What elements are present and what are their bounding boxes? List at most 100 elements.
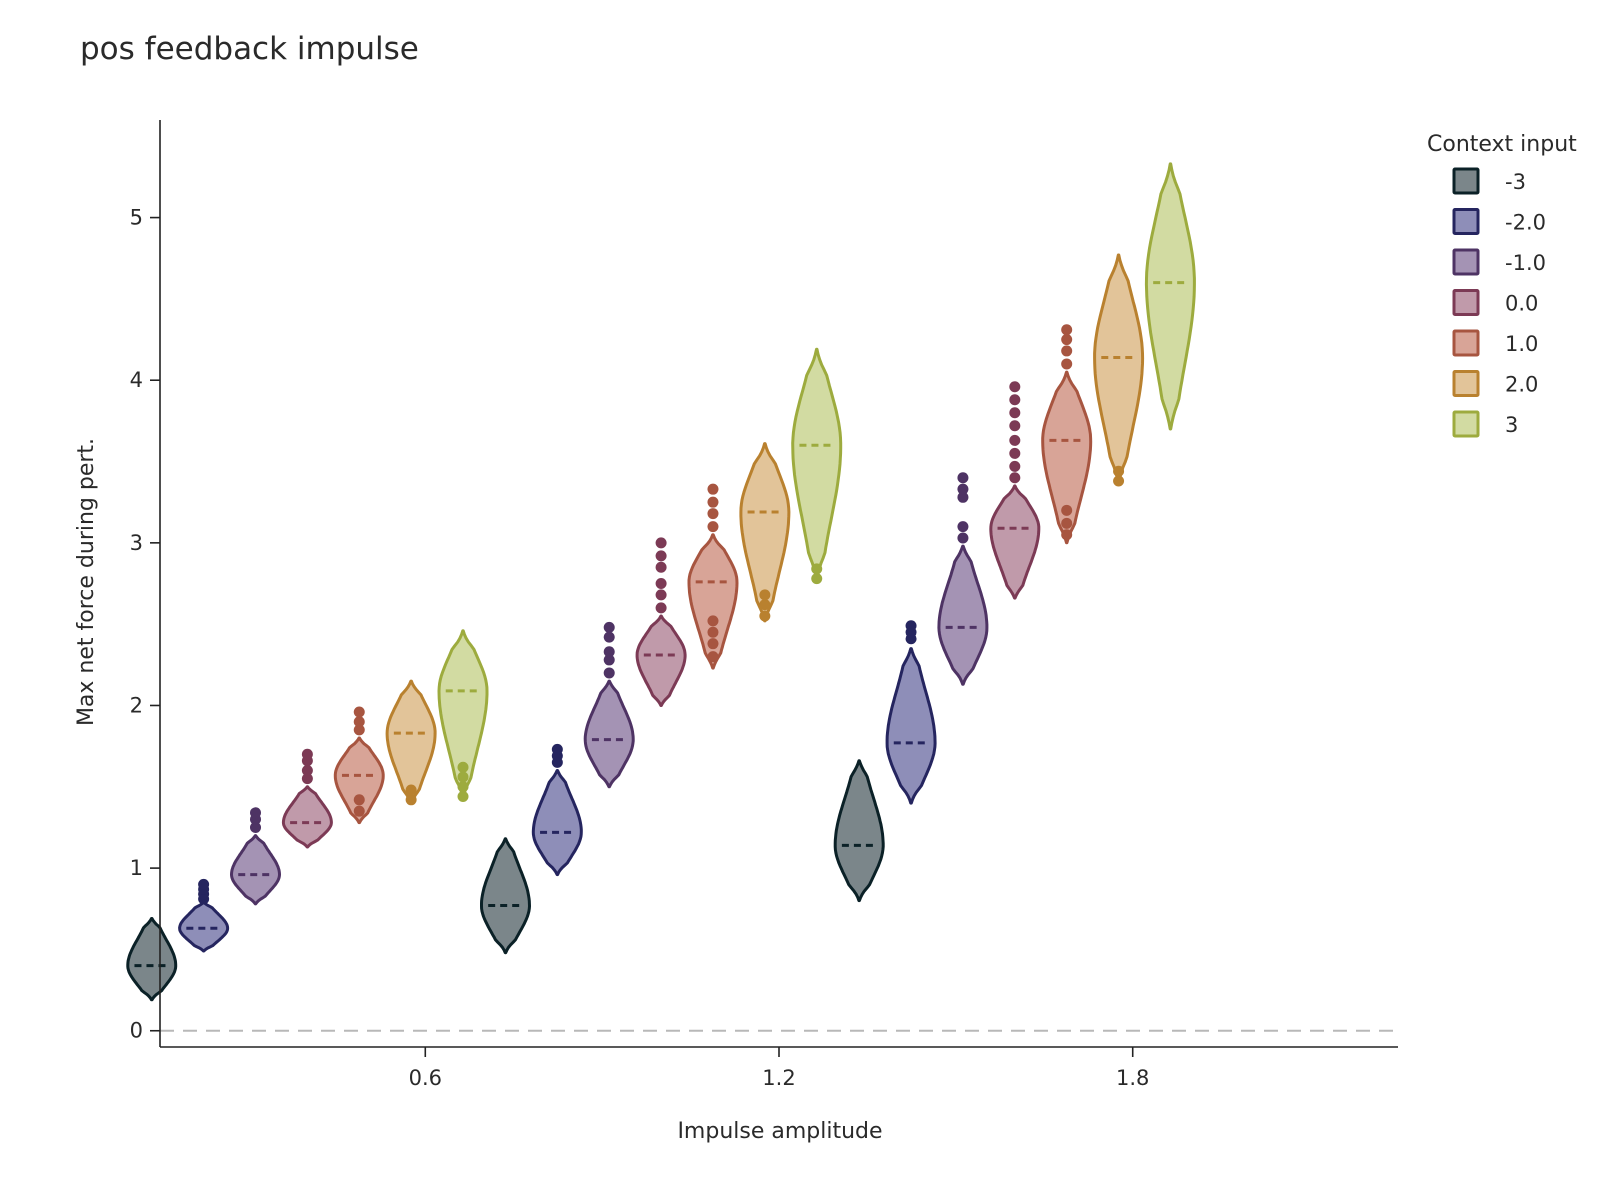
legend-label-1.0: 1.0 [1505,332,1538,356]
outlier-point [707,508,719,520]
y-tick-label: 2 [130,693,143,717]
outlier-point [353,805,365,817]
y-tick-label: 3 [130,531,143,555]
outlier-point [655,602,667,614]
outlier-point [457,791,469,803]
outlier-point [1009,460,1021,472]
outlier-point [405,794,417,806]
legend-label--2.0: -2.0 [1505,211,1546,235]
outlier-point [1009,434,1021,446]
outlier-point [759,599,771,611]
violin--2.0-at-0.4 [178,900,230,953]
outlier-point [1009,420,1021,432]
violin-0.0-at-1 [635,614,687,707]
outlier-point [1113,475,1125,487]
outlier-point [603,631,615,643]
outlier-point [301,748,313,760]
outlier-point [707,638,719,650]
violin--1.0-at-0.4 [230,834,281,906]
outlier-point [301,773,313,785]
violin-0.0-at-0.4 [281,785,333,849]
outlier-point [603,646,615,658]
violin-2.0-at-0.4 [385,679,437,805]
violin--3-at-0.4 [126,917,178,1002]
outlier-point [957,532,969,544]
violin-0.0-at-1.6 [989,484,1041,600]
outlier-point [1009,381,1021,393]
outlier-point [353,706,365,718]
outlier-point [198,878,210,890]
violin-1.0-at-0.4 [333,736,385,825]
outlier-point [301,765,313,777]
violin-3-at-1.6 [1144,162,1196,431]
outlier-point [957,491,969,503]
outlier-point [655,589,667,601]
violins-layer [126,162,1196,1002]
legend-label-2.0: 2.0 [1505,373,1538,397]
outlier-point [353,794,365,806]
outlier-point [353,716,365,728]
violin-3-at-0.4 [437,629,489,798]
outlier-point [457,771,469,783]
outlier-point [811,563,823,575]
outlier-point [1061,529,1073,541]
legend-swatch-1.0 [1452,329,1480,357]
legend-label-3: 3 [1505,413,1518,437]
legend-swatch--2.0 [1452,208,1480,235]
outlier-point [1009,394,1021,406]
legend-label--3: -3 [1505,170,1526,194]
x-axis-title: Impulse amplitude [677,1119,882,1144]
outlier-point [1009,472,1021,484]
legend: Context input -3 -2.0 -1.0 0.0 1.0 2.0 3 [1427,132,1577,438]
y-tick-label: 4 [130,368,143,392]
chart-title: pos feedback impulse [80,31,419,67]
violin-1.0-at-1 [687,533,739,670]
outlier-point [1113,465,1125,477]
outlier-point [957,472,969,484]
legend-swatch-2.0 [1452,370,1480,397]
outlier-point [655,550,667,562]
violin--3-at-1 [480,837,531,955]
outlier-point [707,521,719,533]
violin-2.0-at-1 [739,442,791,623]
outlier-point [707,615,719,627]
legend-label-0.0: 0.0 [1505,292,1538,316]
x-tick-label: 1.2 [762,1066,795,1090]
outlier-point [1061,324,1073,336]
outlier-point [1061,358,1073,370]
outlier-point [957,483,969,495]
outlier-point [250,821,262,833]
outlier-point [250,807,262,819]
outlier-point [905,620,917,632]
outlier-point [457,761,469,773]
outlier-point [1061,504,1073,516]
outlier-point [759,610,771,622]
legend-swatch--1.0 [1452,248,1480,276]
y-tick-label: 5 [130,206,143,230]
violin--1.0-at-1.6 [937,544,989,686]
legend-label--1.0: -1.0 [1505,251,1546,275]
outlier-point [707,496,719,508]
violin-2.0-at-1.6 [1093,253,1145,485]
outlier-point [811,573,823,585]
outlier-point [353,724,365,736]
violin--1.0-at-1 [583,679,635,789]
violin--2.0-at-1 [531,769,583,877]
y-tick-label: 1 [130,856,143,880]
legend-swatch-3 [1452,410,1480,438]
outlier-point [707,651,719,663]
axes-layer: 0 1 2 3 4 5 0.6 1.2 1.8 [130,120,1398,1090]
outlier-point [551,743,563,755]
outlier-point [1061,345,1073,357]
outlier-point [603,667,615,679]
x-tick-label: 0.6 [409,1066,442,1090]
outlier-point [707,483,719,495]
outlier-point [655,561,667,573]
y-axis-title: Max net force during pert. [74,438,99,726]
outlier-point [1061,517,1073,529]
outlier-point [957,521,969,533]
legend-title: Context input [1427,132,1577,157]
y-tick-label: 0 [130,1019,143,1043]
outlier-point [405,784,417,796]
legend-swatch-0.0 [1452,289,1480,316]
